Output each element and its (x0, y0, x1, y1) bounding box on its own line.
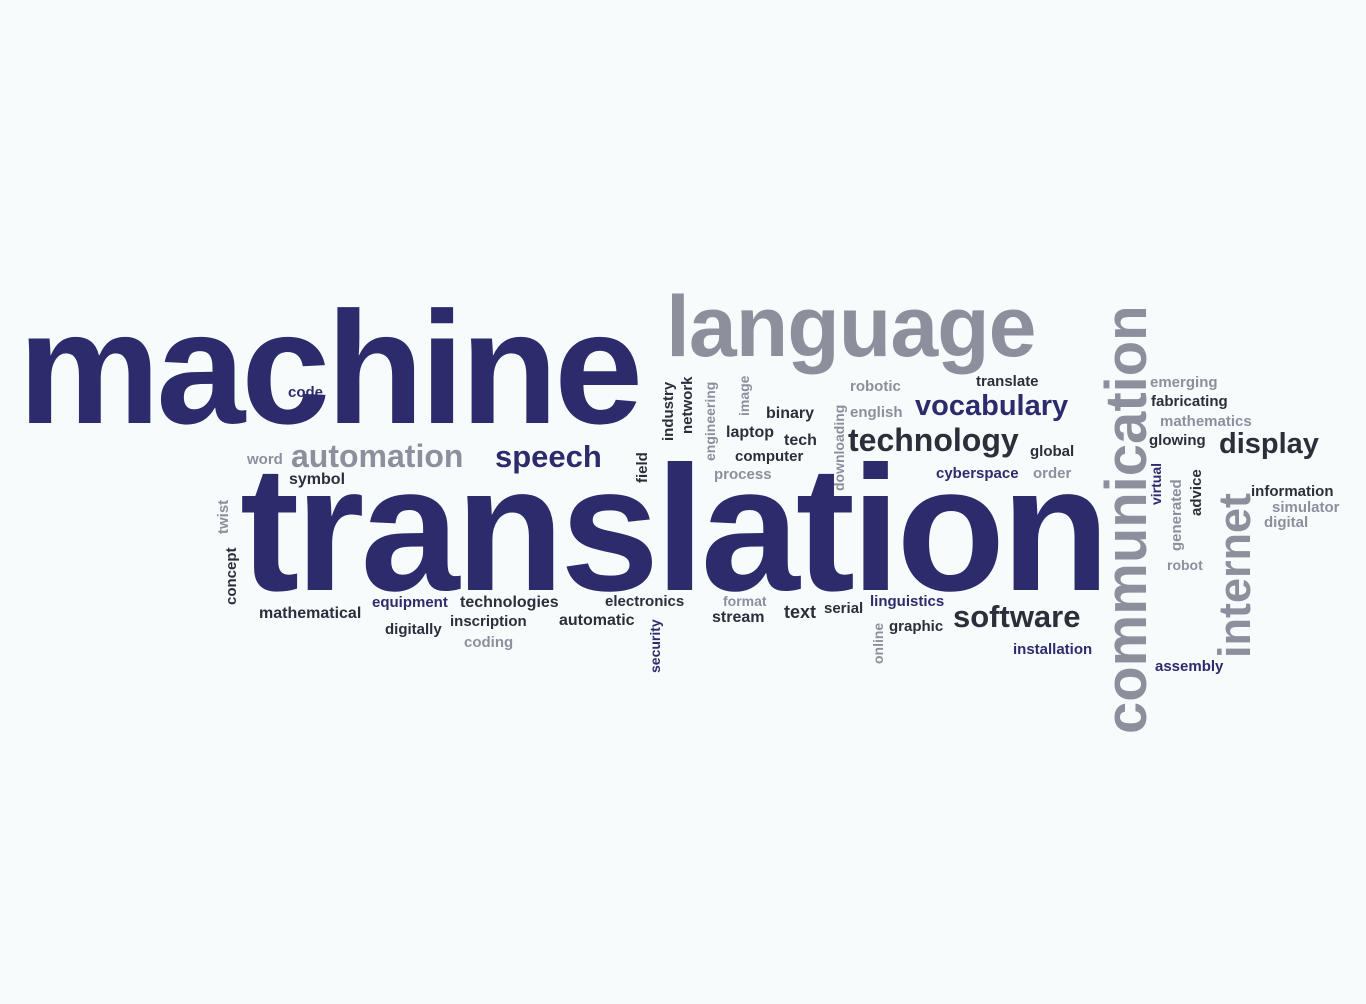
word-format: format (723, 593, 767, 609)
word-binary: binary (766, 405, 815, 422)
word-assembly: assembly (1155, 658, 1224, 675)
word-laptop: laptop (726, 424, 774, 441)
word-equipment: equipment (372, 594, 448, 611)
word-automatic: automatic (559, 612, 635, 629)
word-generated: generated (1168, 479, 1185, 551)
word-technology: technology (848, 422, 1019, 458)
word-global: global (1030, 443, 1075, 460)
word-glowing: glowing (1149, 432, 1206, 449)
word-serial: serial (824, 600, 864, 617)
word-translation: translation (240, 429, 1110, 628)
word-graphic: graphic (889, 618, 944, 635)
word-process: process (714, 466, 772, 483)
word-emerging: emerging (1150, 374, 1218, 391)
word-fabricating: fabricating (1151, 393, 1228, 410)
word-translate: translate (976, 373, 1039, 390)
word-cyberspace: cyberspace (936, 465, 1019, 482)
word-digitally: digitally (385, 621, 442, 638)
word-order: order (1033, 465, 1072, 482)
word-field: field (634, 452, 651, 483)
word-stream: stream (712, 609, 765, 626)
word-installation: installation (1013, 641, 1093, 658)
word-inscription: inscription (450, 613, 527, 630)
word-concept: concept (223, 547, 240, 605)
word-software: software (953, 599, 1081, 634)
word-vocabulary: vocabulary (915, 390, 1069, 422)
word-speech: speech (495, 439, 602, 474)
word-robotic: robotic (850, 378, 901, 395)
word-display: display (1219, 428, 1319, 460)
word-english: english (850, 404, 903, 421)
word-technologies: technologies (460, 594, 559, 611)
word-word: word (247, 451, 283, 468)
word-image: image (736, 375, 752, 416)
word-digital: digital (1264, 514, 1309, 531)
word-linguistics: linguistics (870, 593, 945, 610)
word-code: code (288, 384, 324, 401)
word-network: network (679, 376, 696, 434)
word-twist: twist (215, 499, 232, 534)
word-symbol: symbol (289, 471, 346, 488)
word-robot: robot (1167, 557, 1203, 573)
word-engineering: engineering (702, 381, 718, 461)
word-communication: communication (1094, 305, 1159, 734)
word-online: online (870, 622, 886, 664)
word-advice: advice (1188, 469, 1205, 516)
word-virtual: virtual (1148, 462, 1164, 505)
word-electronics: electronics (605, 593, 685, 610)
word-text: text (784, 602, 817, 622)
word-simulator: simulator (1272, 499, 1340, 516)
word-automation: automation (291, 438, 464, 474)
word-information: information (1251, 483, 1334, 500)
word-coding: coding (464, 634, 514, 651)
word-mathematical: mathematical (259, 605, 362, 622)
word-computer: computer (735, 448, 804, 465)
word-tech: tech (784, 432, 817, 449)
word-mathematics: mathematics (1160, 413, 1252, 430)
word-downloading: downloading (831, 404, 847, 491)
word-internet: internet (1209, 492, 1260, 658)
word-industry: industry (660, 381, 677, 441)
word-security: security (647, 619, 663, 673)
word-machine: machine (18, 278, 643, 457)
word-language: language (666, 279, 1037, 375)
